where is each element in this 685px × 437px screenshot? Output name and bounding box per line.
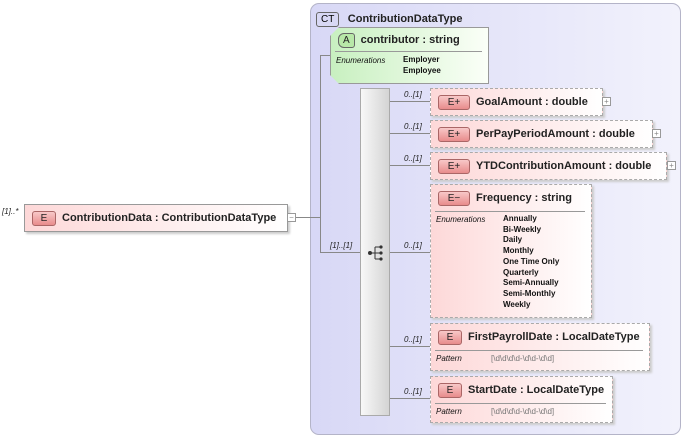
enum-value: Quarterly [503, 267, 539, 277]
enum-value: Daily [503, 235, 523, 245]
connector [389, 165, 430, 166]
occurrence: 0..[1] [404, 122, 422, 131]
root-label: ContributionData : ContributionDataType [62, 212, 277, 224]
enum-value: Semi-Annually [503, 278, 559, 288]
enumerations-label: Enumerations [436, 215, 486, 224]
element-badge: E+ [438, 127, 470, 142]
pattern-value: [\d\d\d\d-\d\d-\d\d] [491, 407, 555, 416]
connector [320, 55, 330, 56]
enumerations-label: Enumerations [336, 56, 386, 65]
root-element[interactable]: E ContributionData : ContributionDataType [24, 204, 288, 232]
divider [335, 51, 482, 52]
enum-value: One Time Only [503, 256, 560, 266]
element-badge: E+ [438, 95, 470, 110]
connector [295, 217, 320, 218]
enum-value: Monthly [503, 246, 534, 256]
enum-list: Employer Employee [403, 55, 441, 76]
connector [389, 133, 430, 134]
attribute-badge: A [338, 33, 355, 48]
element-start-date[interactable]: E StartDate : LocalDateType Pattern [\d\d… [430, 376, 613, 423]
connector [320, 252, 360, 253]
enum-value: Employer [403, 55, 440, 64]
enum-list: Annually Bi-Weekly Daily Monthly One Tim… [503, 214, 559, 310]
collapse-toggle[interactable]: − [287, 213, 296, 222]
element-badge: E− [438, 191, 470, 206]
occurrence: 0..[1] [404, 90, 422, 99]
element-label: YTDContributionAmount : double [476, 160, 652, 172]
attribute-label: contributor : string [360, 34, 460, 46]
enum-value: Annually [503, 214, 537, 223]
enum-value: Bi-Weekly [503, 224, 542, 234]
sequence-icon [368, 245, 383, 261]
pattern-label: Pattern [436, 354, 462, 363]
element-badge: E [438, 383, 462, 398]
element-label: FirstPayrollDate : LocalDateType [468, 331, 640, 343]
element-badge: E [438, 330, 462, 345]
element-badge: E+ [438, 159, 470, 174]
element-label: PerPayPeriodAmount : double [476, 128, 635, 140]
occurrence: 0..[1] [404, 335, 422, 344]
element-first-payroll-date[interactable]: E FirstPayrollDate : LocalDateType Patter… [430, 323, 650, 371]
expand-toggle[interactable]: + [667, 161, 676, 170]
element-label: StartDate : LocalDateType [468, 384, 605, 396]
sequence-occurrence: [1]..[1] [330, 241, 353, 250]
complex-type-title: ContributionDataType [347, 13, 463, 25]
pattern-value: [\d\d\d\d-\d\d-\d\d] [491, 354, 555, 363]
element-frequency[interactable]: E− Frequency : string Enumerations Annual… [430, 184, 592, 318]
divider [435, 350, 643, 351]
expand-toggle[interactable]: + [652, 129, 661, 138]
occurrence: 0..[1] [404, 154, 422, 163]
element-label: Frequency : string [476, 192, 572, 204]
complex-type-badge: CT [316, 12, 340, 27]
element-label: GoalAmount : double [476, 96, 588, 108]
sequence-compositor[interactable] [360, 88, 390, 416]
element-badge: E [32, 211, 56, 226]
divider [435, 403, 606, 404]
occurrence: 0..[1] [404, 241, 422, 250]
enum-value: Employee [403, 65, 441, 75]
root-occurrence: [1]..* [2, 207, 19, 216]
pattern-label: Pattern [436, 407, 462, 416]
element-ytd-contribution-amount[interactable]: E+ YTDContributionAmount : double [430, 152, 667, 180]
connector [389, 346, 430, 347]
connector [389, 398, 430, 399]
occurrence: 0..[1] [404, 387, 422, 396]
expand-toggle[interactable]: + [602, 97, 611, 106]
element-goal-amount[interactable]: E+ GoalAmount : double [430, 88, 603, 116]
enum-value: Weekly [503, 299, 531, 309]
divider [435, 211, 585, 212]
enum-value: Semi-Monthly [503, 288, 556, 298]
complex-type-header: CT ContributionDataType [316, 9, 462, 27]
connector [389, 252, 430, 253]
connector [320, 55, 321, 253]
element-per-pay-period-amount[interactable]: E+ PerPayPeriodAmount : double [430, 120, 653, 148]
connector [389, 101, 430, 102]
